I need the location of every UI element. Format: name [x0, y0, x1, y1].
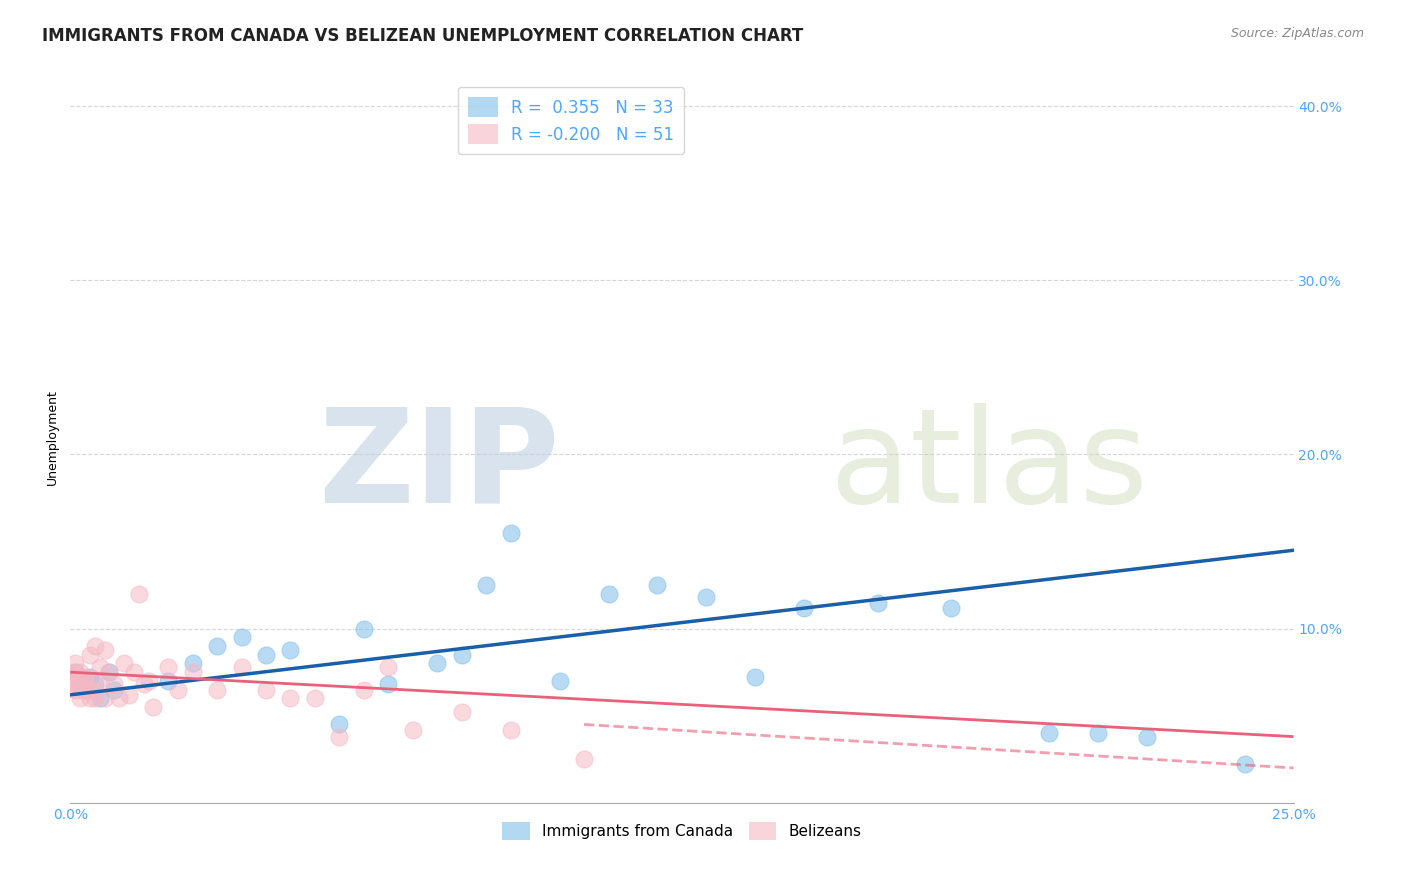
- Point: [89, 660, 111, 674]
- Point: [122, 665, 145, 680]
- Point: [157, 660, 180, 674]
- Point: [89, 673, 111, 688]
- Point: [450, 648, 472, 662]
- Point: [118, 688, 141, 702]
- Point: [744, 670, 766, 684]
- Point: [73, 682, 96, 697]
- Point: [181, 665, 204, 680]
- Point: [83, 677, 105, 691]
- Text: Source: ZipAtlas.com: Source: ZipAtlas.com: [1230, 27, 1364, 40]
- Point: [1087, 726, 1109, 740]
- Point: [79, 682, 101, 697]
- Point: [254, 682, 277, 697]
- Point: [1136, 730, 1159, 744]
- Point: [254, 648, 277, 662]
- Point: [73, 682, 96, 697]
- Point: [157, 673, 180, 688]
- Point: [280, 691, 302, 706]
- Point: [63, 670, 86, 684]
- Point: [69, 670, 91, 684]
- Point: [328, 730, 350, 744]
- Point: [426, 657, 449, 671]
- Point: [83, 691, 105, 706]
- Text: ZIP: ZIP: [318, 403, 560, 530]
- Point: [79, 670, 101, 684]
- Point: [103, 682, 125, 697]
- Point: [83, 639, 105, 653]
- Text: IMMIGRANTS FROM CANADA VS BELIZEAN UNEMPLOYMENT CORRELATION CHART: IMMIGRANTS FROM CANADA VS BELIZEAN UNEMP…: [42, 27, 803, 45]
- Y-axis label: Unemployment: Unemployment: [45, 389, 59, 485]
- Point: [328, 717, 350, 731]
- Point: [548, 673, 571, 688]
- Point: [83, 682, 105, 697]
- Point: [63, 657, 86, 671]
- Point: [377, 660, 399, 674]
- Point: [647, 578, 669, 592]
- Point: [167, 682, 190, 697]
- Point: [69, 665, 91, 680]
- Point: [79, 648, 101, 662]
- Point: [69, 673, 91, 688]
- Point: [695, 591, 717, 605]
- Point: [793, 600, 815, 615]
- Point: [142, 700, 165, 714]
- Point: [450, 705, 472, 719]
- Point: [231, 660, 253, 674]
- Point: [939, 600, 962, 615]
- Point: [98, 665, 121, 680]
- Point: [93, 691, 115, 706]
- Point: [353, 622, 375, 636]
- Point: [181, 657, 204, 671]
- Point: [231, 631, 253, 645]
- Point: [598, 587, 620, 601]
- Point: [304, 691, 326, 706]
- Point: [128, 587, 150, 601]
- Point: [205, 639, 228, 653]
- Point: [98, 665, 121, 680]
- Point: [280, 642, 302, 657]
- Point: [89, 691, 111, 706]
- Point: [103, 677, 125, 691]
- Point: [132, 677, 155, 691]
- Point: [63, 682, 86, 697]
- Point: [475, 578, 498, 592]
- Point: [69, 677, 91, 691]
- Point: [402, 723, 425, 737]
- Point: [353, 682, 375, 697]
- Point: [108, 691, 131, 706]
- Point: [73, 673, 96, 688]
- Point: [205, 682, 228, 697]
- Text: atlas: atlas: [828, 403, 1147, 530]
- Point: [73, 670, 96, 684]
- Point: [63, 665, 86, 680]
- Point: [63, 673, 86, 688]
- Point: [63, 665, 86, 680]
- Point: [63, 677, 86, 691]
- Point: [79, 691, 101, 706]
- Point: [69, 682, 91, 697]
- Point: [572, 752, 595, 766]
- Point: [377, 677, 399, 691]
- Point: [69, 691, 91, 706]
- Point: [866, 595, 889, 609]
- Point: [93, 642, 115, 657]
- Point: [112, 657, 135, 671]
- Point: [73, 677, 96, 691]
- Point: [1038, 726, 1060, 740]
- Point: [499, 723, 522, 737]
- Legend: Immigrants from Canada, Belizeans: Immigrants from Canada, Belizeans: [496, 815, 868, 847]
- Point: [499, 525, 522, 540]
- Point: [1233, 757, 1256, 772]
- Point: [138, 673, 160, 688]
